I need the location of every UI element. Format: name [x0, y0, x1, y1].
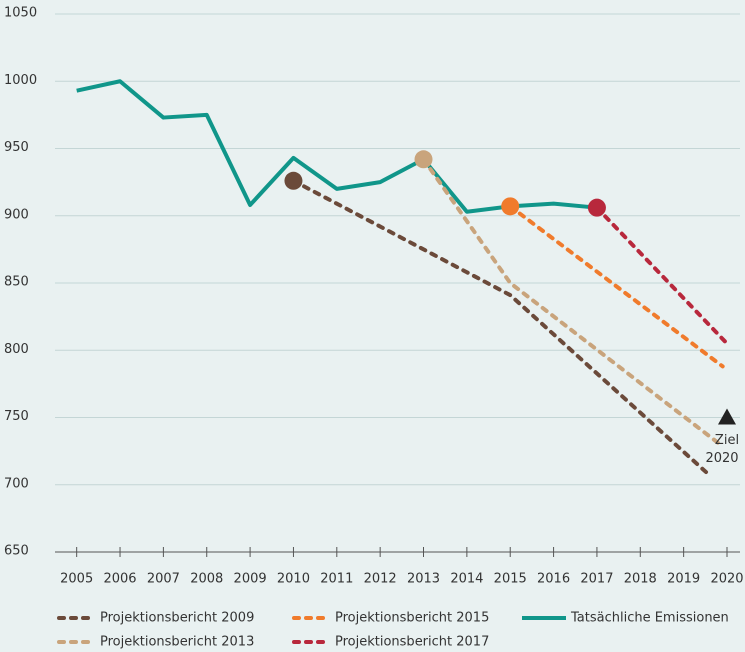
x-tick-label: 2019: [667, 572, 700, 587]
x-tick-label: 2020: [710, 572, 743, 587]
x-tick-label: 2015: [494, 572, 527, 587]
legend-label: Projektionsbericht 2009: [100, 611, 254, 626]
x-tick-label: 2017: [580, 572, 613, 587]
x-tick-label: 2016: [537, 572, 570, 587]
start-marker: [587, 198, 606, 217]
series-line: [291, 178, 712, 478]
x-tick-label: 2011: [320, 572, 353, 587]
y-tick-label: 900: [4, 207, 29, 222]
series-line: [421, 157, 721, 446]
y-tick-label: 950: [4, 140, 29, 155]
x-tick-label: 2007: [147, 572, 180, 587]
y-tick-label: 650: [4, 544, 29, 559]
y-tick-label: 1000: [4, 73, 37, 88]
series-line: [594, 205, 729, 346]
legend-label: Projektionsbericht 2013: [100, 635, 254, 650]
y-tick-label: 700: [4, 476, 29, 491]
legend-label: Tatsächliche Emissionen: [570, 611, 729, 626]
x-tick-label: 2012: [364, 572, 397, 587]
x-tick-label: 2013: [407, 572, 440, 587]
start-marker: [284, 171, 303, 190]
x-tick-label: 2010: [277, 572, 310, 587]
y-tick-label: 1050: [4, 6, 37, 21]
x-tick-label: 2014: [450, 572, 483, 587]
target-label: Ziel: [715, 433, 739, 448]
series-line: [508, 204, 725, 369]
x-tick-label: 2009: [234, 572, 267, 587]
x-tick-label: 2018: [624, 572, 657, 587]
x-tick-label: 2006: [103, 572, 136, 587]
legend-label: Projektionsbericht 2015: [335, 611, 489, 626]
x-tick-label: 2008: [190, 572, 223, 587]
x-tick-label: 2005: [60, 572, 93, 587]
target-label: 2020: [705, 451, 738, 466]
target-marker: [717, 408, 736, 425]
y-tick-label: 750: [4, 409, 29, 424]
y-tick-label: 850: [4, 275, 29, 290]
y-tick-label: 800: [4, 342, 29, 357]
legend-label: Projektionsbericht 2017: [335, 635, 489, 650]
start-marker: [414, 150, 433, 169]
start-marker: [501, 197, 520, 216]
